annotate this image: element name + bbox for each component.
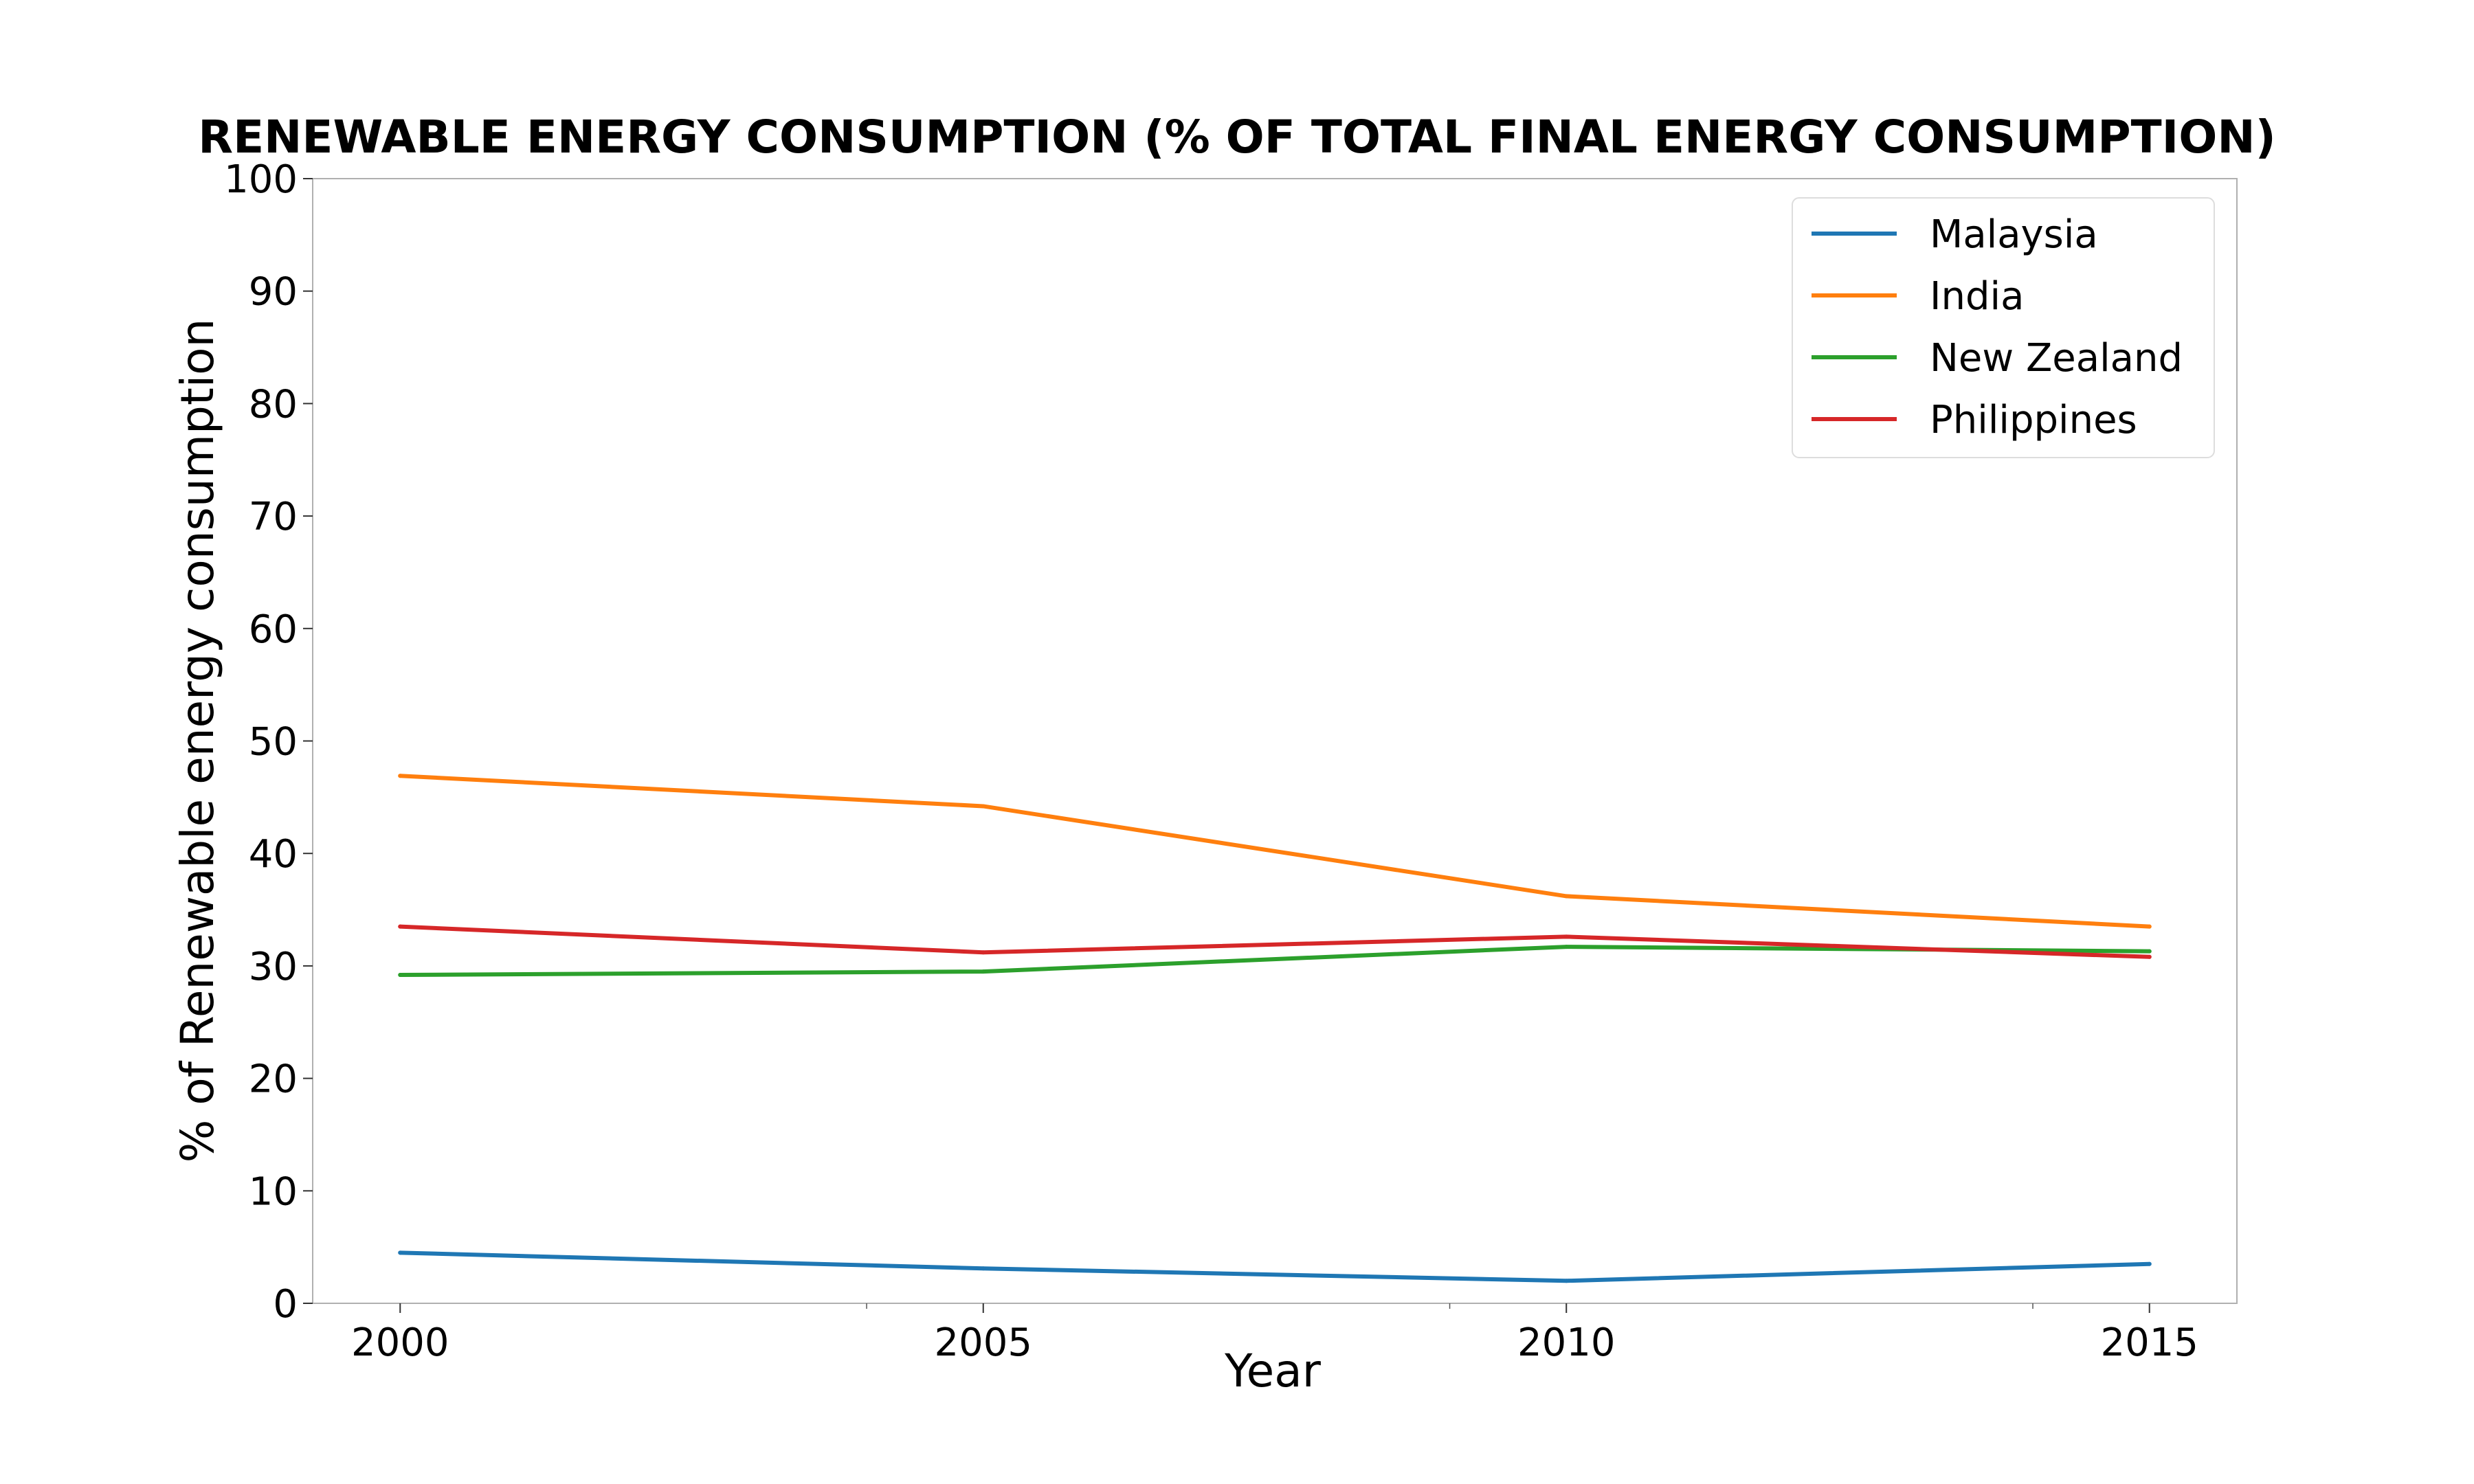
- y-tick-label: 20: [249, 1057, 298, 1102]
- data-point: [1564, 1279, 1569, 1283]
- data-point: [1564, 934, 1569, 939]
- data-point: [398, 972, 403, 977]
- data-point: [981, 1266, 985, 1271]
- y-tick-label: 30: [249, 945, 298, 989]
- y-tick-label: 90: [249, 270, 298, 315]
- x-tick-label: 2000: [351, 1320, 449, 1365]
- x-axis-label: Year: [1224, 1345, 1322, 1397]
- data-point: [2147, 954, 2152, 959]
- x-tick-label: 2010: [1517, 1320, 1616, 1365]
- series-line-malaysia: [398, 1250, 2152, 1283]
- series-line-philippines: [398, 924, 2152, 959]
- data-point: [1564, 894, 1569, 899]
- y-tick-label: 70: [249, 495, 298, 539]
- data-point: [1564, 945, 1569, 949]
- legend-label: New Zealand: [1930, 336, 2183, 381]
- series-line-new-zealand: [398, 945, 2152, 977]
- data-point: [981, 950, 985, 955]
- data-point: [398, 924, 403, 929]
- x-axis: 2000 2005 2010 2015: [351, 1303, 2198, 1365]
- x-tick-label: 2015: [2100, 1320, 2198, 1365]
- legend-box: [1792, 197, 2215, 458]
- data-point: [981, 804, 985, 809]
- y-tick-label: 10: [249, 1169, 298, 1214]
- y-tick-label: 40: [249, 832, 298, 877]
- y-tick-label: 50: [249, 720, 298, 765]
- y-tick-label: 80: [249, 382, 298, 427]
- chart-title: RENEWABLE ENERGY CONSUMPTION (% OF TOTAL…: [198, 111, 2275, 164]
- data-point: [981, 969, 985, 974]
- data-point: [398, 1250, 403, 1255]
- y-tick-label: 60: [249, 607, 298, 652]
- series-line-india: [398, 774, 2152, 929]
- legend: Malaysia India New Zealand Philippines: [1792, 197, 2215, 458]
- legend-label: Malaysia: [1930, 212, 2098, 257]
- data-point: [398, 774, 403, 778]
- data-point: [2147, 924, 2152, 929]
- y-axis: 0 10 20 30 40 50 60 70 80 90 100: [224, 157, 313, 1327]
- data-point: [2147, 1261, 2152, 1266]
- series-lines: [398, 774, 2152, 1283]
- data-point: [2147, 949, 2152, 954]
- legend-label: India: [1930, 274, 2024, 319]
- y-axis-label: % of Renewable energy consumption: [171, 319, 224, 1163]
- legend-label: Philippines: [1930, 398, 2137, 442]
- y-tick-label: 0: [273, 1282, 298, 1327]
- y-tick-label: 100: [224, 157, 298, 202]
- x-tick-label: 2005: [934, 1320, 1032, 1365]
